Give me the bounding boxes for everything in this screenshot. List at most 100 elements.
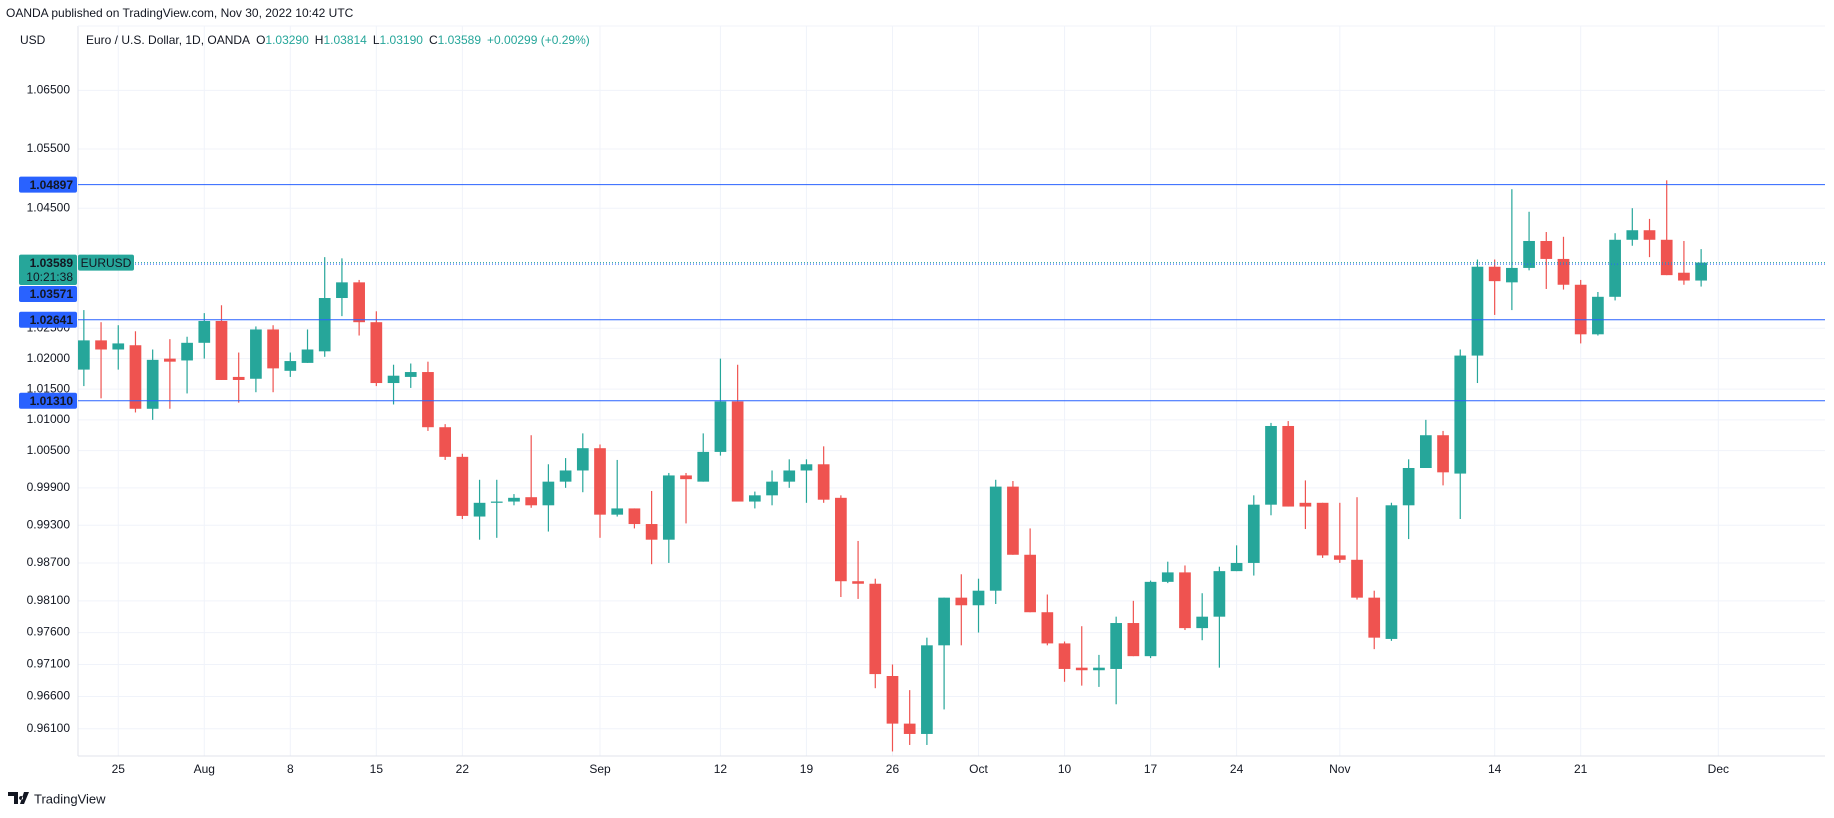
candle-body (336, 282, 348, 299)
legend-value: 1.03290 (265, 33, 309, 47)
candle-body (146, 359, 159, 409)
chart-title: Euro / U.S. Dollar, 1D, OANDA (86, 33, 250, 47)
legend-key: C (429, 33, 438, 47)
candle-body (1075, 667, 1088, 671)
candle-body (1024, 554, 1036, 613)
x-tick-label: Nov (1329, 762, 1350, 776)
candle-body (404, 372, 417, 377)
candle-body (267, 329, 279, 369)
x-tick-label: 10 (1058, 762, 1072, 776)
y-tick-label: 1.01500 (27, 381, 71, 395)
candle-body (1419, 435, 1432, 468)
y-tick-label: 0.99900 (27, 480, 71, 494)
candle-body (1351, 559, 1363, 598)
candle-body (628, 508, 641, 525)
candle-body (1540, 240, 1553, 259)
countdown: 10:21:38 (26, 270, 73, 284)
symbol: EURUSD (81, 256, 132, 270)
candle-body (1437, 435, 1449, 473)
candle-body (1127, 623, 1140, 657)
brand-logo (8, 792, 29, 804)
candle-body (1316, 502, 1329, 556)
candle-body (181, 342, 193, 361)
candle-body (1678, 272, 1690, 281)
candle-body (215, 320, 228, 380)
logo-icon (8, 792, 29, 804)
candle-body (886, 676, 899, 724)
symbol-box (78, 254, 134, 271)
x-tick-label: Oct (969, 762, 988, 776)
candle-body (1368, 597, 1381, 638)
candle-body (731, 401, 744, 502)
candle-body (1385, 505, 1398, 639)
currency: USD (20, 33, 46, 47)
y-tick-label: 0.96600 (27, 689, 71, 703)
candle-body (972, 590, 985, 606)
y-tick-label: 1.00500 (27, 443, 71, 457)
x-tick-label: 14 (1488, 762, 1502, 776)
candle-body (748, 495, 761, 502)
candle-body (1454, 355, 1467, 474)
candle-body (387, 375, 400, 384)
candle-body (1626, 230, 1639, 240)
x-tick-label: 19 (800, 762, 814, 776)
candle-body (938, 597, 950, 646)
candle-body (852, 581, 864, 584)
price-label: 1.01310 (30, 394, 74, 408)
candle-body (1574, 284, 1587, 335)
candle-body (783, 470, 796, 482)
price-label-box (19, 285, 77, 302)
price-label: 1.02641 (30, 313, 74, 327)
candle-body (422, 372, 434, 428)
last-price-box (19, 254, 77, 285)
candle-body (250, 329, 262, 379)
y-tick-label: 0.97100 (27, 657, 71, 671)
candle-body (78, 340, 90, 370)
candle-body (1695, 262, 1707, 281)
candle-body (456, 456, 469, 516)
candle-body (1110, 623, 1123, 669)
y-tick-label: 0.96100 (27, 721, 71, 735)
legend-change: +0.00299 (+0.29%) (487, 33, 590, 47)
candle-body (1402, 467, 1415, 506)
candle-body (697, 451, 710, 482)
candle-body (1265, 425, 1277, 505)
candle-body (284, 361, 297, 371)
legend-key: H (315, 33, 324, 47)
brand: TradingView (34, 791, 106, 806)
candle-body (1643, 230, 1656, 240)
y-tick-label: 0.99300 (27, 517, 71, 531)
price-label-box (19, 392, 77, 409)
candle-body (1093, 667, 1105, 671)
y-tick-label: 1.02000 (27, 351, 71, 365)
y-tick-label: 1.05500 (27, 141, 71, 155)
candle-body (1282, 425, 1295, 507)
legend-value: 1.03814 (323, 33, 367, 47)
candle-body (198, 320, 211, 343)
y-tick-label: 0.98100 (27, 593, 71, 607)
candle-body (301, 349, 314, 363)
candle-body (1041, 612, 1054, 644)
legend-value: 1.03589 (438, 33, 482, 47)
candle-body (1161, 572, 1174, 582)
candle-body (714, 401, 727, 452)
candle-body (955, 597, 968, 606)
x-tick-label: Dec (1708, 762, 1729, 776)
candle-body (903, 723, 916, 734)
candle-body (1660, 239, 1673, 276)
candle-body (232, 376, 245, 380)
legend-key: O (256, 33, 265, 47)
candle-body (594, 448, 606, 515)
candle-body (1488, 266, 1501, 282)
candle-body (1609, 239, 1621, 297)
price-label-box (19, 311, 77, 328)
candle-body (508, 497, 520, 502)
candle-body (1506, 267, 1518, 283)
x-tick-label: 17 (1144, 762, 1158, 776)
candle-body (525, 497, 538, 506)
candle-body (1007, 486, 1019, 555)
candle-body (645, 524, 658, 540)
candle-body (1471, 266, 1484, 356)
candle-body (1058, 643, 1071, 669)
candle-body (576, 448, 589, 471)
